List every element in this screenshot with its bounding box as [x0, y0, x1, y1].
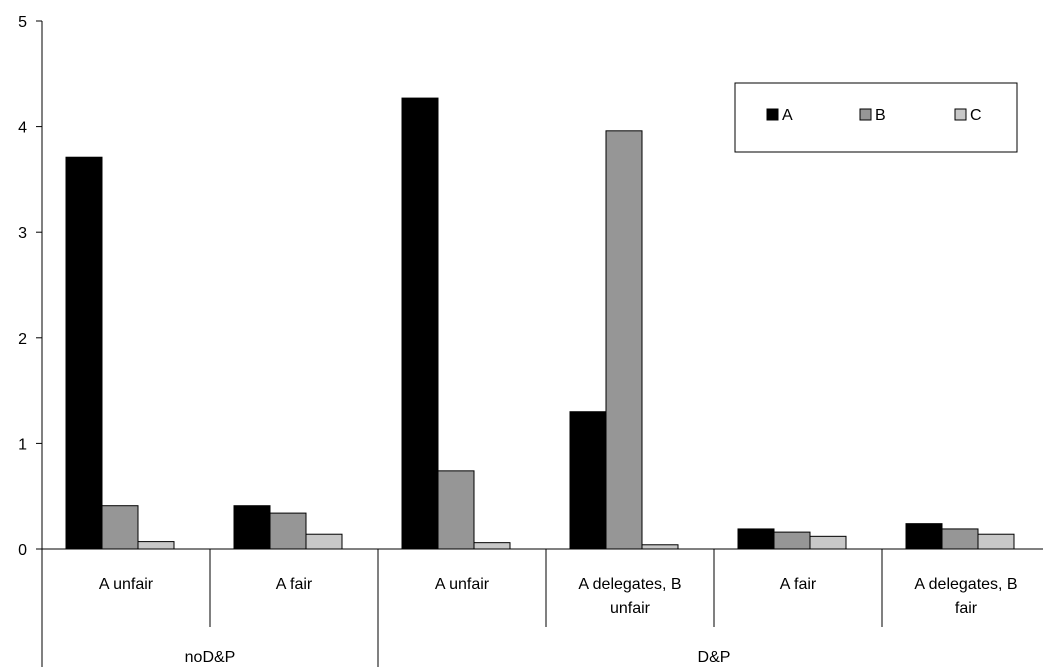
category-label: A fair — [276, 576, 313, 593]
category-label: unfair — [610, 600, 651, 617]
bar-b — [101, 505, 139, 550]
category-label: A unfair — [435, 576, 490, 593]
y-tick-label: 3 — [18, 225, 27, 242]
legend: A B C — [734, 82, 1018, 153]
category-label: A delegates, B — [578, 576, 681, 593]
y-tick-label: 5 — [18, 14, 27, 31]
bar-b — [773, 531, 811, 550]
bar-a — [65, 156, 103, 550]
bar-a — [233, 505, 271, 550]
bar-b — [605, 130, 643, 550]
category-label: A delegates, B — [914, 576, 1017, 593]
bar-c — [305, 533, 343, 550]
bar-b — [269, 512, 307, 550]
group-label: D&P — [698, 649, 731, 666]
legend-swatch-c — [954, 108, 967, 121]
bar-a — [737, 528, 775, 550]
legend-label: A — [782, 107, 793, 124]
category-label: A unfair — [99, 576, 154, 593]
bar-b — [437, 470, 475, 550]
legend-swatch-b — [859, 108, 872, 121]
category-label: fair — [955, 600, 978, 617]
bar-b — [941, 528, 979, 550]
y-ticks: 0 1 2 3 4 5 — [18, 14, 42, 559]
y-tick-label: 0 — [18, 542, 27, 559]
bar-a — [569, 411, 607, 550]
category-label: A fair — [780, 576, 817, 593]
bar-a — [905, 523, 943, 550]
legend-box — [734, 82, 1018, 153]
bar-a — [401, 97, 439, 550]
y-tick-label: 4 — [18, 120, 27, 137]
x-axis-labels: A unfair A fair A unfair A delegates, B unfa… — [99, 549, 1018, 667]
legend-swatch-a — [766, 108, 779, 121]
group-label: noD&P — [185, 649, 236, 666]
bar-c — [137, 541, 175, 550]
legend-label: C — [970, 107, 982, 124]
bar-c — [473, 542, 511, 550]
y-tick-label: 1 — [18, 436, 27, 453]
bar-c — [809, 535, 847, 550]
bar-c — [977, 533, 1015, 550]
bar-c — [641, 544, 679, 550]
legend-label: B — [875, 107, 886, 124]
axes — [41, 21, 1043, 667]
y-tick-label: 2 — [18, 331, 27, 348]
bars — [65, 97, 1015, 550]
